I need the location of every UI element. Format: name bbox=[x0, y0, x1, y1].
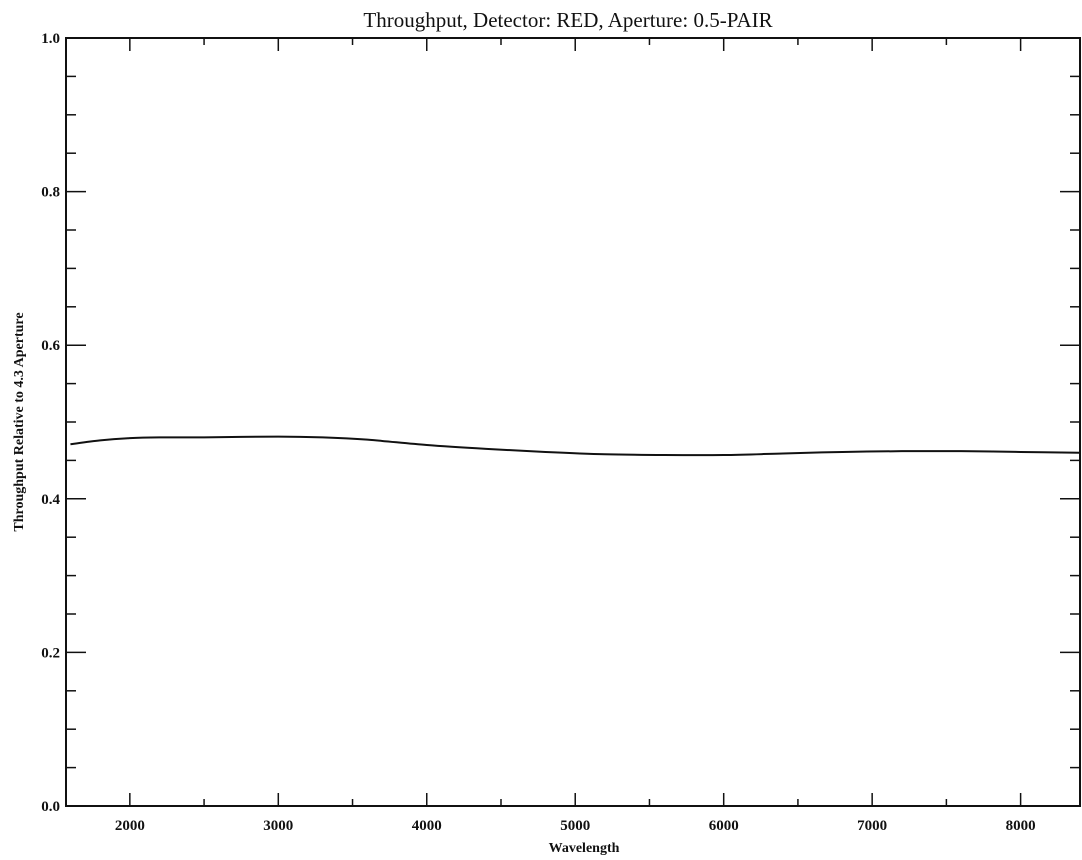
x-tick-label: 8000 bbox=[1006, 818, 1036, 834]
axis-ticks bbox=[66, 37, 1080, 807]
series-layer bbox=[70, 435, 1081, 457]
y-tick-label: 0.6 bbox=[41, 338, 60, 354]
chart-title: Throughput, Detector: RED, Aperture: 0.5… bbox=[363, 8, 772, 32]
x-tick-label: 2000 bbox=[115, 818, 145, 834]
plot-frame bbox=[65, 37, 1081, 807]
y-tick-label: 0.2 bbox=[41, 645, 60, 661]
x-axis-label: Wavelength bbox=[549, 841, 620, 856]
x-tick-label: 6000 bbox=[709, 818, 739, 834]
y-tick-label: 0.0 bbox=[41, 799, 60, 815]
y-tick-label: 0.8 bbox=[41, 185, 60, 201]
y-tick-label: 1.0 bbox=[41, 31, 60, 47]
x-tick-label: 5000 bbox=[560, 818, 590, 834]
y-axis-label: Throughput Relative to 4.3 Aperture bbox=[12, 312, 27, 531]
x-tick-label: 3000 bbox=[263, 818, 293, 834]
throughput-series-line bbox=[70, 435, 1081, 457]
y-tick-label: 0.4 bbox=[41, 492, 60, 508]
x-tick-label: 7000 bbox=[857, 818, 887, 834]
axis-tick-labels: 2000 3000 4000 5000 6000 7000 8000 0.0 0.2 0.4 0.6… bbox=[41, 31, 1035, 834]
x-tick-label: 4000 bbox=[412, 818, 442, 834]
